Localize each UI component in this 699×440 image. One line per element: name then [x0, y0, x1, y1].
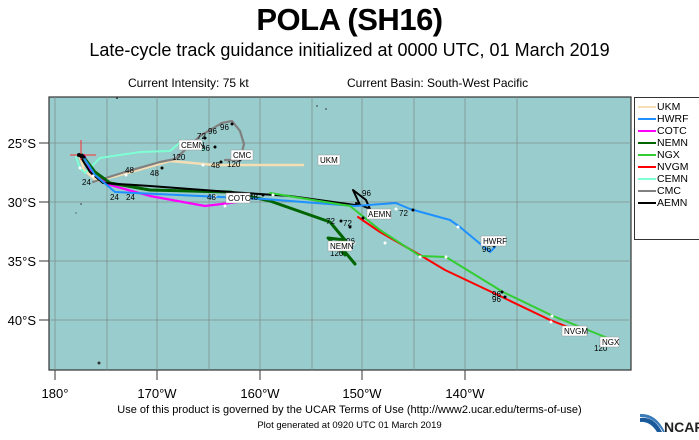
label-hwrf: HWRF	[483, 237, 507, 246]
legend-item-nemn: NEMN	[638, 137, 699, 149]
svg-text:96: 96	[201, 144, 210, 153]
svg-text:96: 96	[482, 245, 491, 254]
grid-lines	[49, 97, 631, 370]
svg-text:120: 120	[172, 153, 186, 162]
legend-item-cemn: CEMN	[638, 173, 699, 185]
x-tick-170w: 170°W	[137, 386, 177, 401]
y-tick-35s: 35°S	[8, 254, 37, 269]
x-tick-150w: 150°W	[342, 386, 382, 401]
current-basin: Current Basin: South-West Pacific	[347, 76, 529, 90]
svg-text:48: 48	[150, 169, 159, 178]
svg-text:96: 96	[208, 127, 217, 136]
svg-text:72: 72	[343, 219, 352, 228]
svg-text:48: 48	[125, 166, 134, 175]
track-cmc	[91, 119, 246, 184]
svg-text:48: 48	[207, 193, 216, 202]
svg-text:24: 24	[110, 193, 119, 202]
svg-text:72: 72	[326, 217, 335, 226]
y-tick-40s: 40°S	[8, 313, 37, 328]
track-nemn	[80, 153, 357, 266]
x-tick-180: 180°	[42, 386, 69, 401]
legend-item-ukm: UKM	[638, 101, 699, 113]
label-cotc: COTC	[228, 194, 251, 203]
plot-generated: Plot generated at 0920 UTC 01 March 2019	[257, 420, 442, 431]
svg-text:72: 72	[399, 209, 408, 218]
label-aemn: AEMN	[368, 210, 391, 219]
track-hwrf	[81, 154, 496, 253]
label-ngx: NGX	[602, 338, 620, 347]
terms-of-use: Use of this product is governed by the U…	[117, 404, 582, 416]
svg-text:120: 120	[227, 160, 241, 169]
x-tick-140w: 140°W	[445, 386, 485, 401]
svg-text:72: 72	[197, 132, 206, 141]
svg-text:96: 96	[492, 295, 501, 304]
y-tick-25s: 25°S	[8, 136, 37, 151]
track-labels: CEMN CMC UKM COTC AEMN NEMN HWRF NVGM NG…	[178, 139, 620, 348]
svg-text:96: 96	[220, 123, 229, 132]
model-legend: UKM HWRF COTC NEMN NGX NVGM CEMN CMC AEM…	[634, 97, 699, 240]
svg-text:120: 120	[594, 344, 608, 353]
ncar-logo: NCAR	[640, 410, 699, 435]
legend-item-aemn: AEMN	[638, 197, 699, 209]
legend-item-ngx: NGX	[638, 149, 699, 161]
svg-text:48: 48	[211, 161, 220, 170]
track-cotc	[82, 153, 240, 208]
svg-text:48: 48	[249, 193, 258, 202]
label-ukm: UKM	[320, 156, 338, 165]
svg-text:96: 96	[492, 290, 501, 299]
legend-item-cmc: CMC	[638, 185, 699, 197]
svg-text:NCAR: NCAR	[664, 419, 699, 435]
current-intensity: Current Intensity: 75 kt	[128, 76, 249, 90]
svg-text:24: 24	[126, 193, 135, 202]
track-ngx	[269, 192, 611, 340]
storm-title: POLA (SH16)	[256, 2, 443, 37]
legend-item-hwrf: HWRF	[638, 113, 699, 125]
label-nvgm: NVGM	[564, 327, 588, 336]
svg-text:96: 96	[362, 189, 371, 198]
svg-text:120: 120	[330, 249, 344, 258]
label-cemn: CEMN	[181, 141, 205, 150]
svg-text:24: 24	[82, 178, 91, 187]
x-tick-160w: 160°W	[240, 386, 280, 401]
guidance-subtitle: Late-cycle track guidance initialized at…	[89, 40, 610, 60]
track-nvgm	[357, 216, 574, 330]
label-nemn: NEMN	[330, 242, 354, 251]
label-cmc: CMC	[233, 151, 251, 160]
legend-item-nvgm: NVGM	[638, 161, 699, 173]
legend-item-cotc: COTC	[638, 125, 699, 137]
y-tick-30s: 30°S	[8, 195, 37, 210]
